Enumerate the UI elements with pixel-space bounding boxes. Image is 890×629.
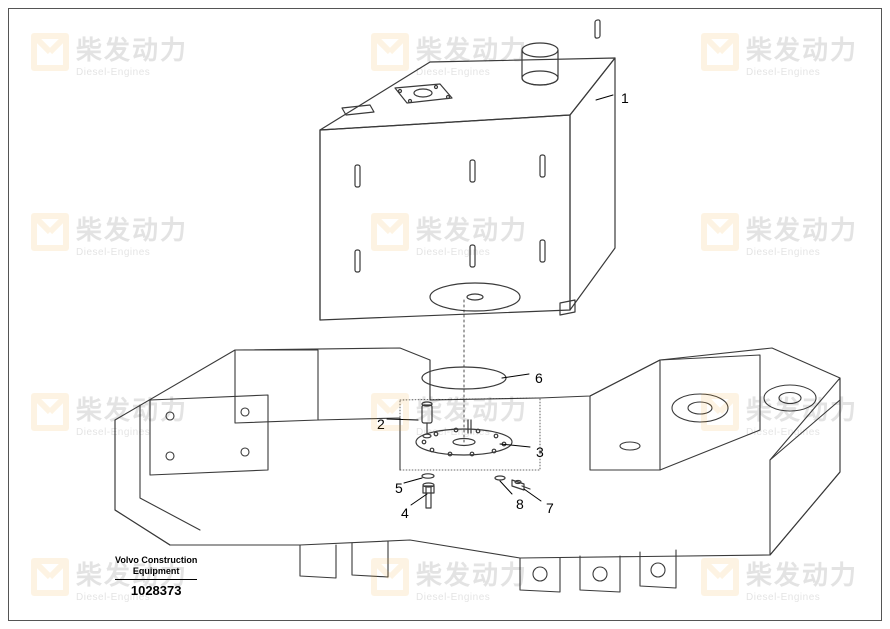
- callout-5: 5: [395, 480, 403, 496]
- callout-1: 1: [621, 90, 629, 106]
- footer-company: Volvo Construction: [115, 555, 197, 566]
- callout-6: 6: [535, 370, 543, 386]
- footer-subtitle: Equipment: [115, 566, 197, 581]
- callout-2: 2: [377, 416, 385, 432]
- callout-7: 7: [546, 500, 554, 516]
- callout-3: 3: [536, 444, 544, 460]
- exploded-diagram: [0, 0, 890, 629]
- callout-4: 4: [401, 505, 409, 521]
- drawing-footer: Volvo Construction Equipment 1028373: [115, 555, 197, 599]
- footer-partnumber: 1028373: [131, 583, 182, 598]
- callout-8: 8: [516, 496, 524, 512]
